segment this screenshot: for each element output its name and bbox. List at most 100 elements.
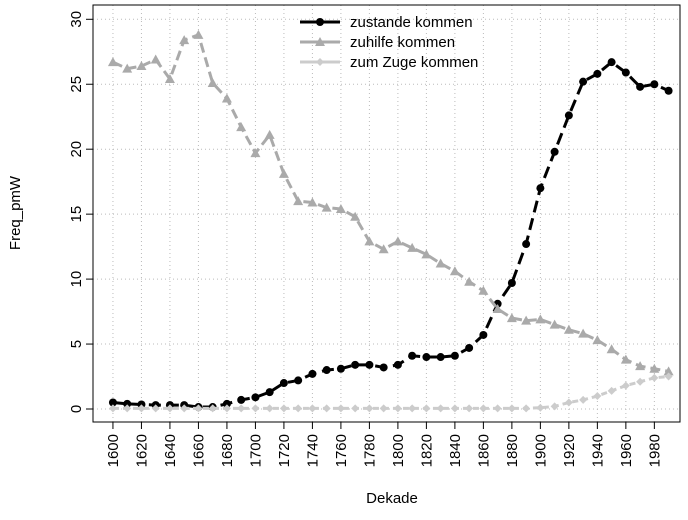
data-point xyxy=(550,147,559,156)
data-point xyxy=(465,343,474,352)
legend-label: zum Zuge kommen xyxy=(350,54,478,71)
data-point xyxy=(193,29,204,39)
data-point xyxy=(607,58,616,67)
data-point xyxy=(308,369,317,378)
data-point xyxy=(436,404,445,413)
data-point xyxy=(593,69,602,78)
data-point xyxy=(449,266,460,276)
data-point xyxy=(564,398,573,407)
data-point xyxy=(522,240,531,249)
data-point xyxy=(563,324,574,334)
data-point xyxy=(621,68,630,77)
y-tick-label: 20 xyxy=(68,141,85,158)
data-point xyxy=(351,404,360,413)
data-point xyxy=(279,379,288,388)
x-tick-label: 1700 xyxy=(247,434,264,467)
x-tick-label: 1940 xyxy=(589,434,606,467)
data-point xyxy=(620,354,631,364)
data-point xyxy=(564,111,573,120)
data-point xyxy=(493,404,502,413)
data-point xyxy=(279,404,288,413)
data-point xyxy=(450,351,459,360)
data-point xyxy=(336,404,345,413)
data-point xyxy=(422,353,431,362)
data-point xyxy=(179,35,190,45)
x-tick-label: 1680 xyxy=(219,434,236,467)
data-point xyxy=(308,404,317,413)
data-point xyxy=(664,372,673,381)
data-point xyxy=(579,395,588,404)
data-point xyxy=(107,57,118,67)
data-point xyxy=(322,366,331,375)
data-point xyxy=(636,377,645,386)
x-tick-label: 1860 xyxy=(475,434,492,467)
data-point xyxy=(435,258,446,268)
data-point xyxy=(621,381,630,390)
x-tick-label: 1720 xyxy=(276,434,293,467)
data-point xyxy=(592,335,603,345)
data-point xyxy=(221,93,232,103)
x-tick-label: 1780 xyxy=(361,434,378,467)
data-point xyxy=(492,303,503,313)
y-tick-label: 10 xyxy=(68,271,85,288)
data-point xyxy=(649,363,660,373)
data-point xyxy=(123,404,132,413)
data-point xyxy=(393,360,402,369)
data-point xyxy=(364,236,375,246)
data-point xyxy=(421,249,432,259)
data-point xyxy=(606,344,617,354)
legend-marker xyxy=(316,58,324,66)
data-point xyxy=(294,404,303,413)
data-point xyxy=(265,388,274,397)
legend-marker xyxy=(316,18,324,26)
data-point xyxy=(478,285,489,295)
data-point xyxy=(407,242,418,252)
y-tick-label: 15 xyxy=(68,206,85,223)
data-point xyxy=(464,276,475,286)
data-point xyxy=(108,404,117,413)
data-point xyxy=(294,376,303,385)
data-point xyxy=(392,236,403,246)
data-point xyxy=(251,393,260,402)
data-point xyxy=(378,244,389,254)
y-tick-label: 0 xyxy=(68,405,85,413)
data-point xyxy=(636,82,645,91)
data-point xyxy=(607,386,616,395)
x-tick-label: 1920 xyxy=(561,434,578,467)
data-point xyxy=(208,404,217,413)
data-point xyxy=(450,404,459,413)
data-point xyxy=(578,328,589,338)
data-point xyxy=(251,404,260,413)
x-tick-label: 1980 xyxy=(646,434,663,467)
data-point xyxy=(322,404,331,413)
data-point xyxy=(236,122,247,132)
data-point xyxy=(522,404,531,413)
data-point xyxy=(365,404,374,413)
data-point xyxy=(507,404,516,413)
data-point xyxy=(550,402,559,411)
data-point xyxy=(264,129,275,139)
data-point xyxy=(521,315,532,325)
data-point xyxy=(436,353,445,362)
data-point xyxy=(164,74,175,84)
data-point xyxy=(593,392,602,401)
data-point xyxy=(165,404,174,413)
data-point xyxy=(393,404,402,413)
data-point xyxy=(307,197,318,207)
x-tick-label: 1820 xyxy=(418,434,435,467)
data-point xyxy=(535,314,546,324)
data-point xyxy=(635,361,646,371)
data-point xyxy=(507,279,516,287)
data-point xyxy=(650,373,659,382)
data-point xyxy=(479,404,488,413)
data-point xyxy=(536,184,545,193)
x-tick-label: 1760 xyxy=(333,434,350,467)
x-tick-label: 1620 xyxy=(133,434,150,467)
data-point xyxy=(150,54,161,64)
data-point xyxy=(293,196,304,206)
data-point xyxy=(379,404,388,413)
x-tick-label: 1900 xyxy=(532,434,549,467)
data-point xyxy=(350,211,361,221)
x-tick-label: 1800 xyxy=(390,434,407,467)
